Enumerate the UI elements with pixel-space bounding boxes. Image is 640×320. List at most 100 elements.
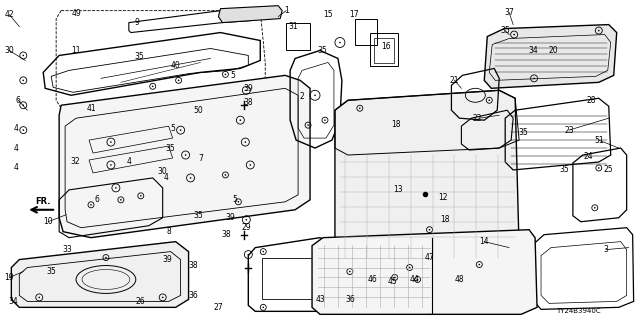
Text: 11: 11 — [71, 46, 81, 55]
Text: 43: 43 — [315, 295, 325, 304]
Circle shape — [598, 30, 600, 31]
Circle shape — [479, 264, 480, 265]
Text: 30: 30 — [158, 167, 168, 176]
Bar — [262, 258, 326, 300]
Circle shape — [239, 119, 241, 121]
Text: 36: 36 — [345, 295, 355, 304]
Text: 44: 44 — [410, 275, 419, 284]
Text: 5: 5 — [232, 195, 237, 204]
Text: 8: 8 — [166, 227, 171, 236]
Text: 7: 7 — [198, 154, 203, 163]
Text: 26: 26 — [136, 297, 145, 306]
Text: 35: 35 — [166, 144, 175, 153]
Text: 41: 41 — [86, 104, 96, 113]
Circle shape — [598, 167, 600, 169]
Text: 4: 4 — [163, 173, 168, 182]
Text: 4: 4 — [14, 124, 19, 132]
Polygon shape — [312, 230, 537, 314]
Circle shape — [262, 307, 264, 308]
Text: 16: 16 — [381, 42, 390, 51]
Circle shape — [244, 141, 246, 143]
Text: 38: 38 — [189, 261, 198, 270]
Text: 39: 39 — [225, 213, 236, 222]
Text: 47: 47 — [425, 253, 435, 262]
Circle shape — [110, 164, 112, 166]
Circle shape — [225, 174, 226, 176]
Text: 10: 10 — [44, 217, 53, 226]
Bar — [286, 23, 310, 51]
Text: 5: 5 — [230, 71, 235, 80]
Text: 35: 35 — [317, 46, 327, 55]
Text: 3: 3 — [604, 245, 608, 254]
Circle shape — [22, 104, 24, 106]
Polygon shape — [59, 76, 310, 238]
Circle shape — [152, 85, 154, 87]
Circle shape — [22, 129, 24, 131]
Text: 35: 35 — [134, 52, 143, 61]
Circle shape — [349, 271, 351, 272]
Text: 4: 4 — [14, 164, 19, 172]
Circle shape — [38, 297, 40, 298]
Text: 33: 33 — [62, 245, 72, 254]
Text: 31: 31 — [288, 22, 298, 31]
Text: 22: 22 — [472, 114, 482, 123]
Circle shape — [115, 187, 116, 189]
Bar — [355, 19, 377, 44]
Text: 38: 38 — [243, 98, 253, 107]
Text: 14: 14 — [479, 237, 489, 246]
Text: 35: 35 — [500, 26, 510, 35]
Text: 39: 39 — [243, 84, 253, 93]
Text: 6: 6 — [95, 195, 99, 204]
Text: 28: 28 — [586, 96, 596, 105]
Circle shape — [105, 257, 107, 258]
Circle shape — [533, 77, 535, 79]
Text: 2: 2 — [300, 92, 305, 101]
Text: 1: 1 — [284, 6, 289, 15]
Polygon shape — [12, 242, 189, 307]
Text: 19: 19 — [4, 273, 14, 282]
Text: 6: 6 — [16, 96, 20, 105]
Circle shape — [190, 177, 191, 179]
Circle shape — [417, 279, 419, 280]
Text: 30: 30 — [4, 46, 14, 55]
Text: 25: 25 — [604, 165, 614, 174]
Circle shape — [246, 90, 247, 91]
Text: 40: 40 — [171, 61, 180, 70]
Circle shape — [162, 297, 163, 298]
Circle shape — [246, 219, 247, 220]
Circle shape — [359, 108, 360, 109]
Text: 42: 42 — [4, 10, 14, 19]
Text: 17: 17 — [349, 10, 358, 19]
Text: 39: 39 — [163, 255, 173, 264]
Text: 35: 35 — [559, 165, 569, 174]
Text: 37: 37 — [504, 8, 514, 17]
Text: 32: 32 — [70, 157, 80, 166]
Text: 24: 24 — [583, 151, 593, 161]
Circle shape — [394, 277, 396, 278]
Text: TY24B3940C: TY24B3940C — [557, 308, 601, 314]
Circle shape — [339, 42, 340, 43]
Text: 4: 4 — [14, 144, 19, 153]
Text: 45: 45 — [388, 277, 397, 286]
Text: FR.: FR. — [35, 197, 51, 206]
Circle shape — [178, 80, 179, 81]
Text: 4: 4 — [126, 157, 131, 166]
Text: 21: 21 — [450, 76, 459, 85]
Text: 38: 38 — [221, 230, 231, 239]
Text: 15: 15 — [323, 10, 333, 19]
Circle shape — [140, 195, 141, 197]
Bar — [374, 37, 394, 63]
Text: 35: 35 — [194, 211, 204, 220]
Circle shape — [354, 251, 356, 252]
Circle shape — [185, 154, 186, 156]
Text: 18: 18 — [440, 215, 449, 224]
Circle shape — [90, 204, 92, 206]
Circle shape — [314, 94, 316, 96]
Text: 23: 23 — [564, 126, 573, 135]
Text: 13: 13 — [393, 185, 403, 194]
Text: 48: 48 — [454, 275, 464, 284]
Text: 18: 18 — [391, 120, 401, 129]
Text: 29: 29 — [241, 223, 251, 232]
Text: 51: 51 — [594, 136, 604, 145]
Circle shape — [327, 251, 329, 252]
